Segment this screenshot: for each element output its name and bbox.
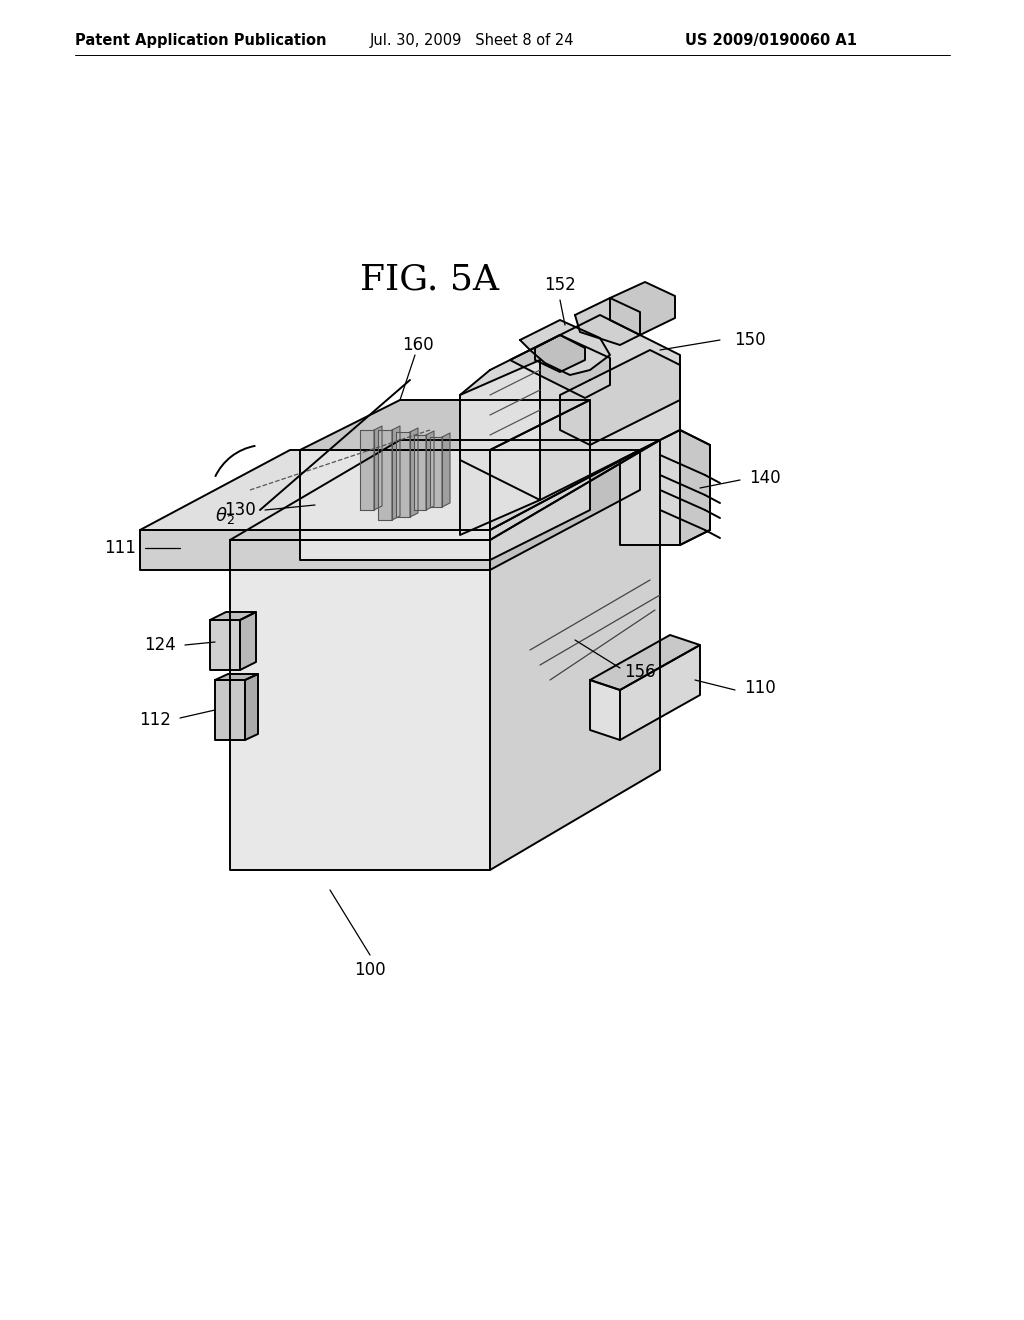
Polygon shape bbox=[230, 540, 490, 870]
Polygon shape bbox=[215, 680, 245, 741]
Polygon shape bbox=[430, 437, 442, 507]
Polygon shape bbox=[610, 282, 675, 335]
Polygon shape bbox=[520, 319, 610, 375]
Polygon shape bbox=[392, 426, 400, 520]
Polygon shape bbox=[374, 426, 382, 510]
Polygon shape bbox=[240, 612, 256, 671]
Polygon shape bbox=[535, 335, 585, 372]
Text: 152: 152 bbox=[544, 276, 575, 294]
Polygon shape bbox=[510, 335, 610, 399]
Polygon shape bbox=[410, 428, 418, 517]
Polygon shape bbox=[460, 360, 540, 535]
Polygon shape bbox=[490, 440, 660, 870]
Polygon shape bbox=[210, 612, 256, 620]
Text: Patent Application Publication: Patent Application Publication bbox=[75, 33, 327, 48]
Polygon shape bbox=[620, 645, 700, 741]
Text: 140: 140 bbox=[750, 469, 781, 487]
Polygon shape bbox=[560, 350, 680, 445]
Polygon shape bbox=[620, 430, 710, 545]
Polygon shape bbox=[245, 675, 258, 741]
Polygon shape bbox=[378, 430, 392, 520]
Text: US 2009/0190060 A1: US 2009/0190060 A1 bbox=[685, 33, 857, 48]
Polygon shape bbox=[210, 620, 240, 671]
Text: 160: 160 bbox=[402, 337, 434, 354]
Text: 110: 110 bbox=[744, 678, 776, 697]
Text: 156: 156 bbox=[625, 663, 655, 681]
Text: 112: 112 bbox=[139, 711, 171, 729]
Polygon shape bbox=[300, 450, 490, 560]
Text: 100: 100 bbox=[354, 961, 386, 979]
Polygon shape bbox=[442, 433, 450, 507]
Text: $\theta_2$: $\theta_2$ bbox=[215, 504, 234, 525]
Polygon shape bbox=[140, 450, 640, 531]
Text: 130: 130 bbox=[224, 502, 256, 519]
Polygon shape bbox=[215, 675, 258, 680]
Text: Jul. 30, 2009   Sheet 8 of 24: Jul. 30, 2009 Sheet 8 of 24 bbox=[370, 33, 574, 48]
Polygon shape bbox=[414, 436, 426, 510]
Text: 150: 150 bbox=[734, 331, 766, 348]
Polygon shape bbox=[230, 440, 660, 540]
Polygon shape bbox=[140, 531, 490, 570]
Polygon shape bbox=[490, 450, 640, 570]
Polygon shape bbox=[426, 432, 434, 510]
Polygon shape bbox=[490, 400, 590, 560]
Text: 124: 124 bbox=[144, 636, 176, 653]
Polygon shape bbox=[360, 430, 374, 510]
Polygon shape bbox=[460, 315, 680, 500]
Polygon shape bbox=[590, 680, 620, 741]
Text: FIG. 5A: FIG. 5A bbox=[360, 263, 500, 297]
Polygon shape bbox=[590, 635, 700, 690]
Polygon shape bbox=[300, 400, 590, 450]
Polygon shape bbox=[396, 432, 410, 517]
Polygon shape bbox=[680, 430, 710, 545]
Text: 111: 111 bbox=[104, 539, 136, 557]
Polygon shape bbox=[575, 298, 640, 345]
